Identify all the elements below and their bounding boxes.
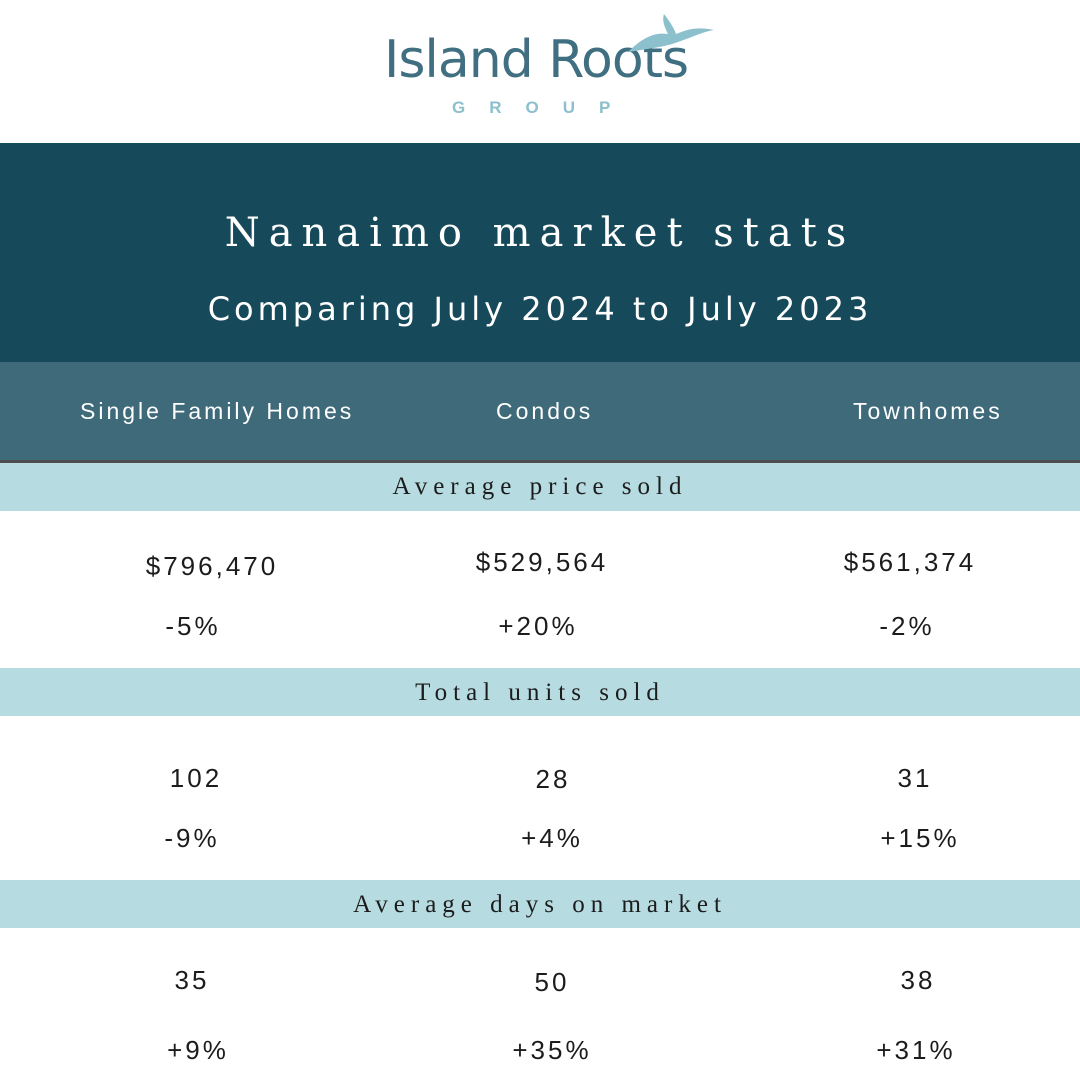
logo-subtitle: GROUP bbox=[452, 98, 635, 117]
section-label-average-price: Average price sold bbox=[392, 473, 688, 500]
column-header-townhomes: Townhomes bbox=[853, 398, 1003, 424]
value-average-price-single-family: $796,470 bbox=[145, 551, 279, 581]
page-title: Nanaimo market stats bbox=[224, 210, 856, 256]
logo-wordmark: Island Roots bbox=[384, 30, 689, 90]
value-total-units-condos: 28 bbox=[535, 764, 571, 794]
value-days-on-market-townhomes: 38 bbox=[900, 965, 936, 995]
value-total-units-single-family: 102 bbox=[169, 763, 223, 793]
section-label-total-units: Total units sold bbox=[415, 679, 665, 706]
change-days-on-market-townhomes: +31% bbox=[876, 1035, 956, 1065]
value-total-units-townhomes: 31 bbox=[897, 763, 933, 793]
bird-icon bbox=[628, 14, 714, 52]
section-band-days-on-market bbox=[0, 880, 1080, 928]
change-days-on-market-condos: +35% bbox=[512, 1035, 592, 1065]
section-band-total-units bbox=[0, 668, 1080, 716]
value-average-price-condos: $529,564 bbox=[475, 547, 609, 577]
change-average-price-condos: +20% bbox=[498, 611, 578, 641]
change-total-units-townhomes: +15% bbox=[880, 823, 960, 853]
change-total-units-condos: +4% bbox=[521, 823, 583, 853]
change-average-price-single-family: -5% bbox=[165, 611, 221, 641]
change-average-price-townhomes: -2% bbox=[879, 611, 935, 641]
column-header-bar bbox=[0, 362, 1080, 463]
value-days-on-market-single-family: 35 bbox=[174, 965, 210, 995]
section-band-average-price bbox=[0, 463, 1080, 511]
change-total-units-single-family: -9% bbox=[164, 823, 220, 853]
section-label-days-on-market: Average days on market bbox=[353, 891, 727, 918]
page-subtitle: Comparing July 2024 to July 2023 bbox=[207, 290, 873, 328]
column-header-condos: Condos bbox=[496, 398, 594, 424]
column-header-single-family: Single Family Homes bbox=[80, 398, 355, 424]
title-banner bbox=[0, 143, 1080, 362]
logo-header: Island Roots GROUP bbox=[0, 0, 1080, 143]
value-days-on-market-condos: 50 bbox=[534, 967, 570, 997]
change-days-on-market-single-family: +9% bbox=[167, 1035, 229, 1065]
value-average-price-townhomes: $561,374 bbox=[843, 547, 977, 577]
